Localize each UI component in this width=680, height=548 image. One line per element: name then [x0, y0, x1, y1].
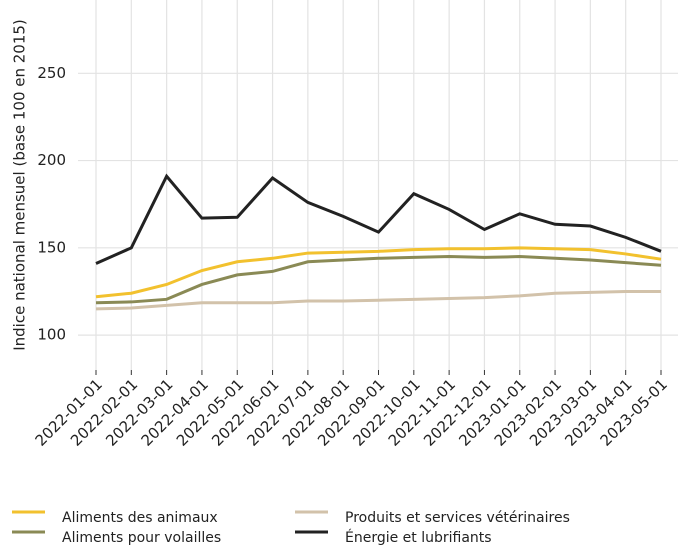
y-axis-label: Indice national mensuel (base 100 en 201… [11, 19, 29, 351]
legend-label: Énergie et lubrifiants [345, 529, 492, 546]
line [95, 289, 661, 311]
legend-label: Produits et services vétérinaires [345, 510, 570, 526]
line [95, 255, 662, 305]
y-tick-label: 200 [37, 151, 66, 169]
y-tick-label: 250 [37, 64, 66, 82]
legend-label: Aliments pour volailles [62, 530, 221, 546]
y-tick-label: 150 [37, 238, 66, 256]
legend-label: Aliments des animaux [62, 510, 218, 526]
line [95, 173, 662, 265]
y-tick-label: 100 [37, 326, 66, 344]
line [95, 246, 662, 299]
